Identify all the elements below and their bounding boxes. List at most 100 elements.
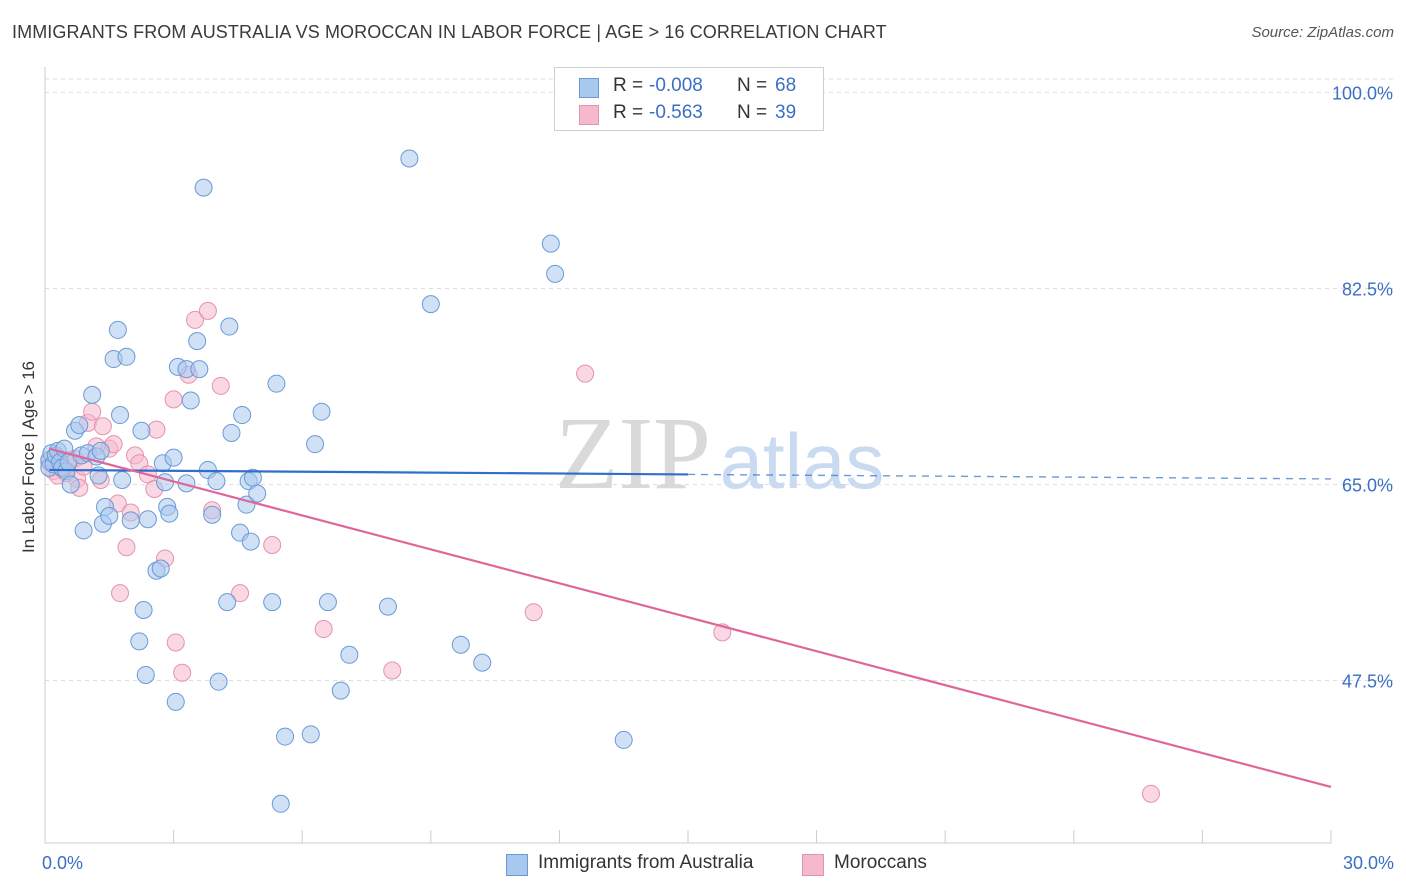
australia-point[interactable] [331, 681, 350, 700]
australia-point[interactable] [378, 597, 397, 616]
trend-lines [49, 447, 1332, 789]
australia-point[interactable] [248, 484, 267, 503]
australia-point[interactable] [306, 435, 325, 454]
australia-point[interactable] [91, 441, 110, 460]
australia-points [40, 149, 633, 813]
moroccans-trend-line [49, 447, 1332, 789]
australia-point[interactable] [83, 385, 102, 404]
australia-point[interactable] [74, 521, 93, 540]
r-value: -0.563 [649, 102, 703, 123]
australia-point[interactable] [166, 692, 185, 711]
australia-point[interactable] [271, 794, 290, 813]
australia-point[interactable] [220, 317, 239, 336]
australia-point[interactable] [207, 472, 226, 491]
australia-point[interactable] [121, 511, 140, 530]
moroccans-point[interactable] [111, 584, 130, 603]
australia-point[interactable] [100, 506, 119, 525]
australia-point[interactable] [222, 423, 241, 442]
legend-swatch-australia [506, 854, 528, 876]
moroccans-point[interactable] [166, 633, 185, 652]
australia-point[interactable] [541, 234, 560, 253]
y-tick-label: 47.5% [1342, 672, 1393, 692]
australia-point[interactable] [108, 320, 127, 339]
x-tick-label: 0.0% [42, 853, 83, 873]
moroccans-point[interactable] [576, 364, 595, 383]
australia-point[interactable] [267, 374, 286, 393]
australia-point[interactable] [164, 448, 183, 467]
australia-point[interactable] [188, 332, 207, 351]
moroccans-point[interactable] [173, 663, 192, 682]
moroccans-point[interactable] [314, 620, 333, 639]
r-value: -0.008 [649, 75, 703, 96]
y-tick-label: 82.5% [1342, 279, 1393, 299]
moroccans-point[interactable] [147, 420, 166, 439]
australia-point[interactable] [301, 725, 320, 744]
moroccans-point[interactable] [83, 402, 102, 421]
moroccans-point[interactable] [231, 584, 250, 603]
australia-point[interactable] [151, 559, 170, 578]
australia-point[interactable] [138, 510, 157, 529]
australia-point[interactable] [136, 665, 155, 684]
legend-swatch-moroccans [802, 854, 824, 876]
australia-point[interactable] [190, 360, 209, 379]
moroccans-points [40, 301, 1160, 803]
moroccans-point[interactable] [198, 301, 217, 320]
legend-label-moroccans: Moroccans [834, 852, 927, 873]
moroccans-point[interactable] [186, 310, 205, 329]
moroccans-point[interactable] [93, 417, 112, 436]
r-label: R = [613, 102, 644, 123]
n-label: N = [737, 75, 768, 96]
australia-point[interactable] [421, 295, 440, 314]
legend-swatch-moroccans [579, 105, 599, 125]
australia-point[interactable] [209, 672, 228, 691]
australia-point[interactable] [203, 505, 222, 524]
australia-trend-extension [687, 473, 1332, 480]
australia-point[interactable] [312, 402, 331, 421]
y-tick-labels: 100.0% 82.5% 65.0% 47.5% [1332, 83, 1393, 691]
australia-point[interactable] [61, 475, 80, 494]
australia-point[interactable] [194, 178, 213, 197]
australia-point[interactable] [130, 632, 149, 651]
moroccans-point[interactable] [211, 376, 230, 395]
moroccans-point[interactable] [164, 390, 183, 409]
australia-point[interactable] [111, 406, 130, 425]
australia-point[interactable] [241, 532, 260, 551]
n-value: 68 [775, 75, 797, 96]
australia-point[interactable] [263, 593, 282, 612]
chart-title: IMMIGRANTS FROM AUSTRALIA VS MOROCCAN IN… [12, 22, 887, 42]
australia-point[interactable] [233, 406, 252, 425]
watermark-zip: ZIP [555, 396, 711, 511]
australia-point[interactable] [181, 391, 200, 410]
australia-point[interactable] [117, 347, 136, 366]
australia-point[interactable] [473, 653, 492, 672]
australia-point[interactable] [132, 421, 151, 440]
moroccans-point[interactable] [117, 538, 136, 557]
correlation-legend: R = -0.008 N = 68 R = -0.563 N = 39 [554, 67, 824, 131]
watermark-atlas: atlas [720, 417, 885, 505]
australia-point[interactable] [70, 416, 89, 435]
y-tick-label: 65.0% [1342, 476, 1393, 496]
australia-point[interactable] [160, 504, 179, 523]
y-tick-label: 100.0% [1332, 83, 1393, 103]
australia-point[interactable] [318, 593, 337, 612]
australia-point[interactable] [451, 635, 470, 654]
australia-point[interactable] [218, 593, 237, 612]
moroccans-point[interactable] [1141, 784, 1160, 803]
australia-point[interactable] [276, 727, 295, 746]
australia-point[interactable] [340, 645, 359, 664]
australia-point[interactable] [400, 149, 419, 168]
australia-point[interactable] [113, 471, 132, 490]
moroccans-point[interactable] [524, 603, 543, 622]
moroccans-point[interactable] [263, 536, 282, 555]
australia-point[interactable] [546, 264, 565, 283]
australia-point[interactable] [156, 473, 175, 492]
legend-label-australia: Immigrants from Australia [538, 852, 754, 873]
watermark: ZIP atlas [555, 396, 884, 511]
moroccans-point[interactable] [383, 661, 402, 680]
australia-point[interactable] [134, 600, 153, 619]
n-label: N = [737, 102, 768, 123]
r-label: R = [613, 75, 644, 96]
australia-point[interactable] [614, 730, 633, 749]
australia-trend-line [49, 468, 689, 476]
